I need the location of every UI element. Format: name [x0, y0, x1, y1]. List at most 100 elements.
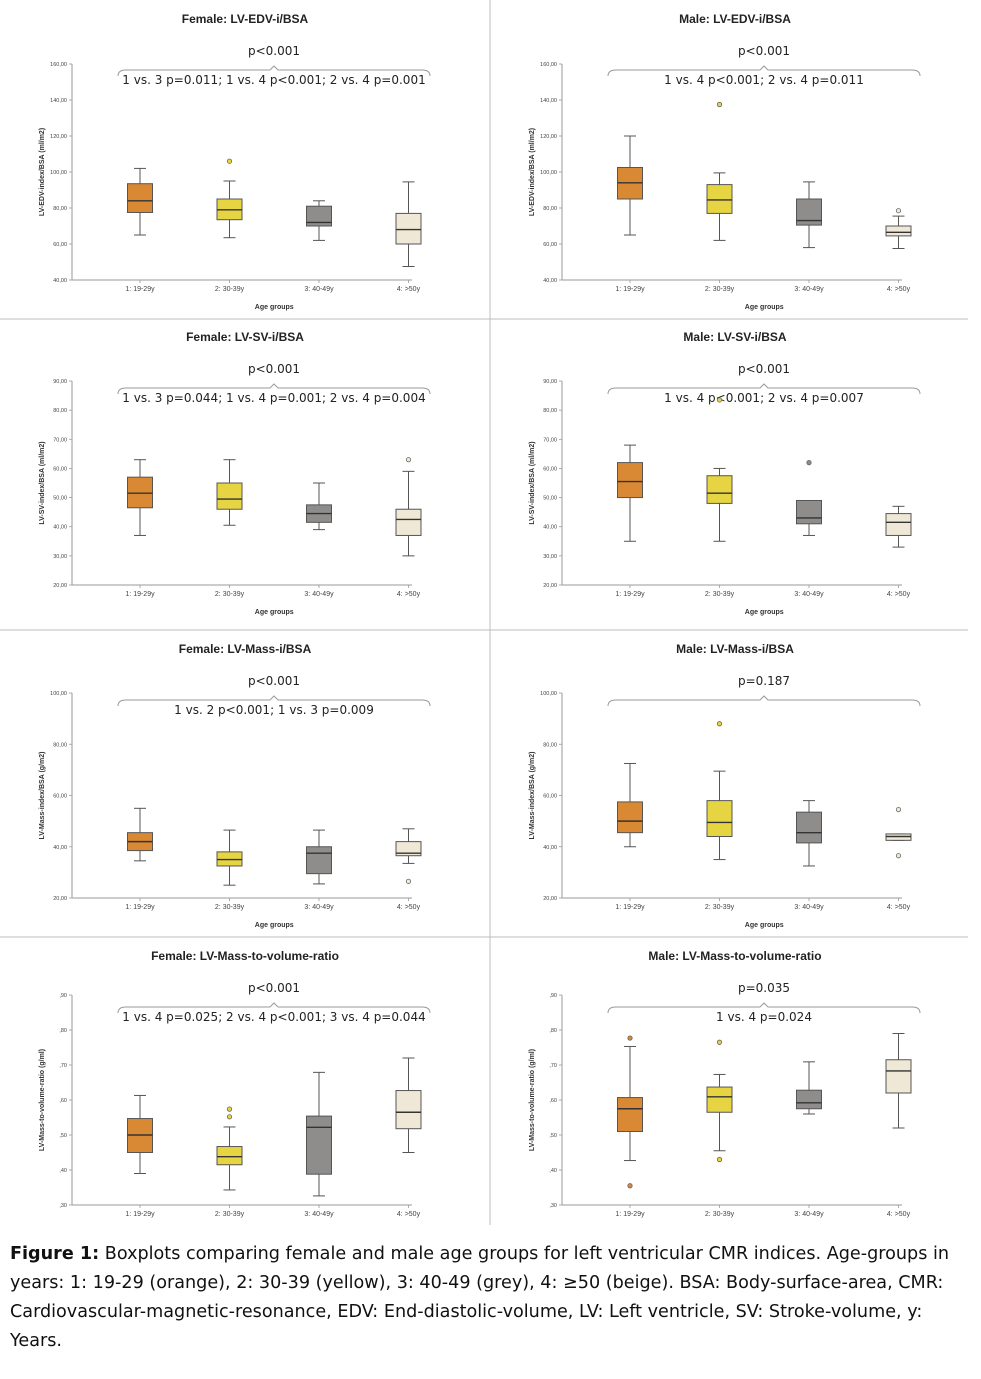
y-tick-label: 20,00	[53, 583, 67, 589]
box-group-3	[796, 1061, 822, 1115]
y-tick-label: 160,00	[50, 62, 67, 68]
y-tick-label: 90,00	[543, 379, 557, 385]
box-iqr	[706, 1086, 733, 1113]
x-tick-label: 3: 40-49y	[794, 904, 824, 911]
box-iqr	[885, 1059, 912, 1094]
y-tick-label: 100,00	[540, 170, 557, 176]
panel-title: Female: LV-Mass-to-volume-ratio	[151, 949, 339, 963]
box-group-3	[306, 200, 332, 241]
p-value-pairwise: 1 vs. 4 p<0.001; 2 vs. 4 p=0.007	[664, 391, 864, 405]
y-tick-label: 100,00	[50, 170, 67, 176]
box-group-4	[885, 1033, 912, 1129]
x-tick-label: 4: >50y	[887, 904, 911, 911]
significance-bracket	[607, 695, 921, 707]
box-group-2	[706, 397, 733, 542]
y-axis-title: LV-Mass-index/BSA (g/m2)	[39, 752, 46, 840]
y-tick-label: 50,00	[543, 496, 557, 502]
significance-bracket	[117, 383, 431, 395]
box-group-1	[617, 762, 643, 848]
x-tick-label: 2: 30-39y	[215, 286, 245, 293]
y-tick-label: 100,00	[540, 691, 557, 697]
box-group-2	[706, 101, 733, 241]
box-group-1	[127, 807, 153, 862]
box-group-4	[885, 806, 912, 859]
box-iqr	[706, 475, 733, 504]
y-tick-label: 60,00	[53, 242, 67, 248]
y-tick-label: ,60	[59, 1098, 67, 1104]
box-group-1	[127, 1094, 153, 1174]
box-iqr	[617, 1097, 643, 1133]
box-group-4	[885, 208, 912, 249]
x-tick-label: 1: 19-29y	[615, 904, 645, 911]
p-value-pairwise: 1 vs. 2 p<0.001; 1 vs. 3 p=0.009	[174, 703, 374, 717]
x-tick-label: 3: 40-49y	[304, 591, 334, 598]
panel-3: Female: LV-SV-i/BSA p<0.001 1 vs. 3 p=0.04…	[39, 330, 431, 616]
x-tick-label: 4: >50y	[887, 591, 911, 598]
y-tick-label: 40,00	[543, 525, 557, 531]
outlier-point	[716, 397, 723, 403]
y-tick-label: 60,00	[543, 466, 557, 472]
panel-1: Female: LV-EDV-i/BSA p<0.001 1 vs. 3 p=0.0…	[39, 12, 431, 311]
y-tick-label: 80,00	[543, 206, 557, 212]
box-group-2	[706, 1039, 733, 1163]
x-axis-title: Age groups	[745, 304, 784, 311]
y-tick-label: ,80	[549, 1028, 557, 1034]
box-group-3	[306, 1071, 332, 1197]
x-tick-label: 2: 30-39y	[215, 904, 245, 911]
box-iqr	[216, 1146, 243, 1166]
y-tick-label: 60,00	[53, 466, 67, 472]
box-group-4	[395, 457, 422, 557]
outlier-point	[716, 1039, 723, 1045]
y-tick-label: 80,00	[543, 408, 557, 414]
y-tick-label: ,90	[59, 993, 67, 999]
y-tick-label: 80,00	[543, 742, 557, 748]
y-axis-title: LV-Mass-to-volume-ratio (g/ml)	[529, 1049, 536, 1151]
y-tick-label: 50,00	[53, 496, 67, 502]
y-tick-label: 80,00	[53, 742, 67, 748]
box-group-1	[127, 167, 153, 236]
y-tick-label: 40,00	[53, 845, 67, 851]
y-tick-label: ,40	[59, 1168, 67, 1174]
box-iqr	[306, 205, 332, 227]
y-tick-label: 160,00	[540, 62, 557, 68]
y-axis-title: LV-SV-index/BSA (ml/m2)	[39, 441, 46, 524]
p-value-pairwise: 1 vs. 3 p=0.044; 1 vs. 4 p=0.001; 2 vs. …	[122, 391, 425, 405]
box-iqr	[706, 800, 733, 837]
x-tick-label: 2: 30-39y	[705, 591, 735, 598]
box-group-4	[395, 828, 422, 884]
y-tick-label: 70,00	[53, 437, 67, 443]
y-tick-label: ,40	[549, 1168, 557, 1174]
x-tick-label: 1: 19-29y	[125, 286, 155, 293]
box-group-3	[796, 181, 822, 249]
box-iqr	[796, 811, 822, 844]
box-group-3	[306, 482, 332, 531]
x-tick-label: 2: 30-39y	[215, 1211, 245, 1218]
outlier-point	[895, 853, 902, 859]
significance-bracket	[117, 65, 431, 77]
y-tick-label: 120,00	[50, 134, 67, 140]
y-tick-label: 140,00	[50, 98, 67, 104]
y-tick-label: ,30	[549, 1203, 557, 1209]
box-group-2	[216, 1106, 243, 1191]
box-iqr	[796, 1089, 822, 1110]
y-tick-label: ,80	[59, 1028, 67, 1034]
box-iqr	[885, 513, 912, 536]
box-group-3	[796, 800, 822, 867]
panel-title: Male: LV-Mass-i/BSA	[676, 642, 794, 656]
x-tick-label: 3: 40-49y	[304, 286, 334, 293]
panel-7: Female: LV-Mass-to-volume-ratio p<0.001 1 …	[39, 949, 431, 1218]
y-axis-title: LV-EDV-index/BSA (ml/m2)	[529, 128, 536, 216]
p-value-pairwise: 1 vs. 4 p<0.001; 2 vs. 4 p=0.011	[664, 73, 864, 87]
panel-title: Male: LV-SV-i/BSA	[683, 330, 786, 344]
caption-text: Boxplots comparing female and male age g…	[10, 1244, 949, 1351]
outlier-point	[895, 806, 902, 813]
p-value-overall: p=0.035	[738, 981, 790, 995]
y-tick-label: 60,00	[53, 794, 67, 800]
y-tick-label: ,90	[549, 993, 557, 999]
p-value-pairwise: 1 vs. 4 p=0.024	[716, 1010, 812, 1024]
p-value-pairwise: 1 vs. 4 p=0.025; 2 vs. 4 p<0.001; 3 vs. …	[122, 1010, 425, 1024]
box-group-3	[306, 829, 332, 885]
box-iqr	[127, 183, 153, 213]
x-tick-label: 4: >50y	[887, 1211, 911, 1218]
y-axis-title: LV-SV-index/BSA (ml/m2)	[529, 441, 536, 524]
